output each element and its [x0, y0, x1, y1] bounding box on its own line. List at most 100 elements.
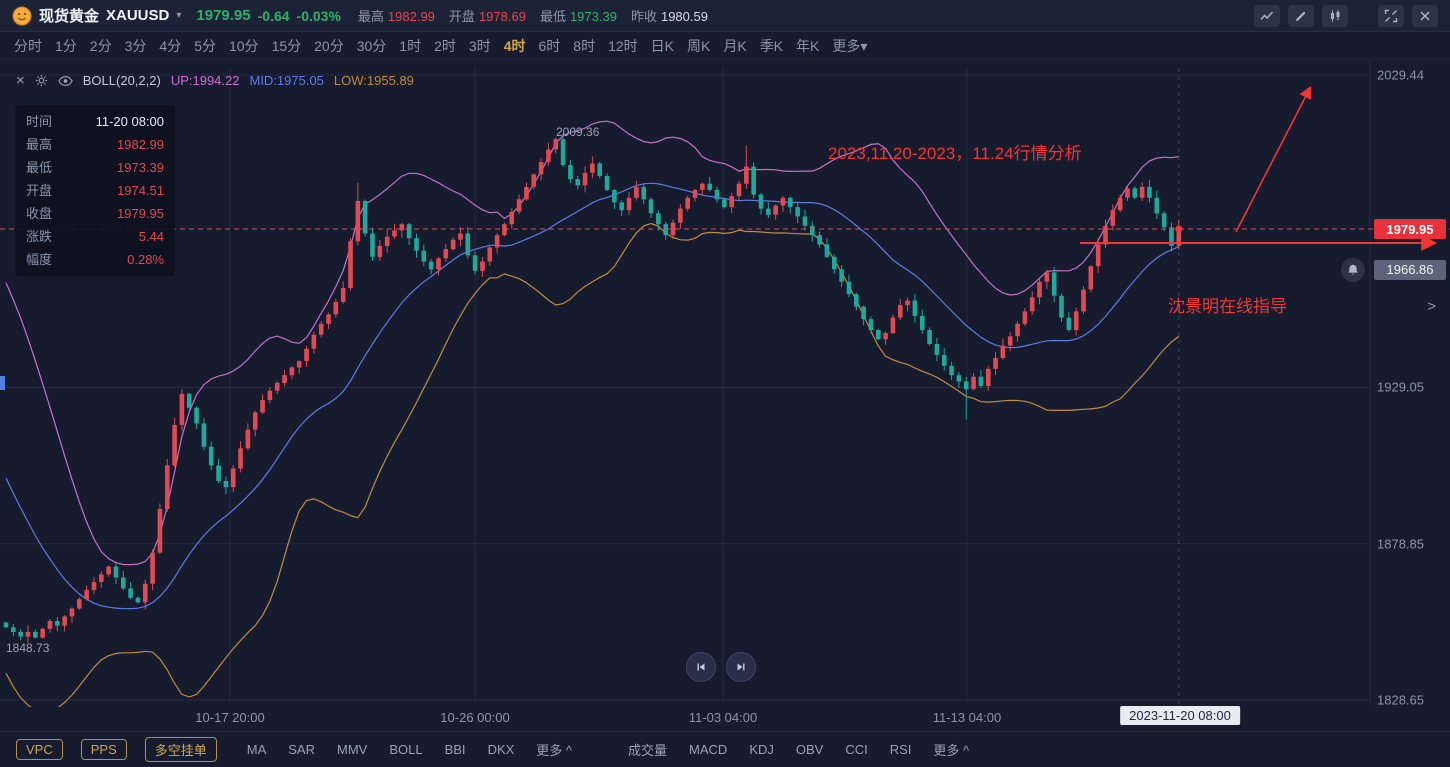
main-indicator-更多 ^[interactable]: 更多 ^ [536, 743, 573, 758]
indicator-settings-icon[interactable] [35, 74, 48, 87]
timeframe-30分[interactable]: 30分 [356, 37, 387, 54]
timeframe-5分[interactable]: 5分 [194, 37, 216, 54]
sub-indicator-MACD[interactable]: MACD [689, 742, 728, 757]
ohlc-label: 涨跌 [26, 229, 53, 244]
price-change-pct: -0.03% [296, 7, 341, 24]
draw-tool-icon[interactable] [1288, 4, 1314, 27]
timeframe-10分[interactable]: 10分 [228, 37, 259, 54]
timeframe-分时[interactable]: 分时 [14, 37, 42, 54]
ohlc-value: 5.44 [138, 229, 164, 244]
ohlc-value: 1974.51 [117, 183, 164, 198]
timeframe-8时[interactable]: 8时 [573, 37, 596, 54]
timeframe-月K[interactable]: 月K [723, 37, 747, 54]
stat-value: 1982.99 [387, 9, 435, 24]
ohlc-value: 11-20 08:00 [95, 114, 164, 129]
compare-chart-icon[interactable] [1254, 4, 1280, 27]
expand-panel-chevron-icon[interactable]: > [1427, 298, 1436, 315]
main-indicator-tabs: MA SAR MMV BOLL BBI DKX 更多 ^ [247, 740, 594, 759]
skip-back-button[interactable] [686, 652, 716, 682]
header-bar: 现货黄金 XAUUSD ▾ 1979.95 -0.64 -0.03% 最高 198… [0, 0, 1450, 32]
stat-label: 最高 [357, 9, 384, 24]
ohlc-label: 收盘 [26, 206, 53, 221]
x-axis-label: 11-13 04:00 [932, 710, 1002, 725]
sub-indicator-OBV[interactable]: OBV [795, 742, 824, 757]
ohlc-label: 幅度 [26, 252, 53, 267]
timeframe-3时[interactable]: 3时 [468, 37, 491, 54]
sub-indicator-KDJ[interactable]: KDJ [749, 742, 774, 757]
timeframe-6时[interactable]: 6时 [538, 37, 561, 54]
stat-label: 最低 [539, 9, 566, 24]
ohlc-value: 1979.95 [117, 206, 164, 221]
ohlc-value: 1973.39 [117, 160, 164, 175]
toolbar-button-多空挂单[interactable]: 多空挂单 [144, 737, 217, 762]
ohlc-label: 开盘 [26, 183, 53, 198]
main-indicator-SAR[interactable]: SAR [288, 742, 315, 757]
timeframe-日K[interactable]: 日K [650, 37, 674, 54]
timeframe-12时[interactable]: 12时 [608, 37, 638, 54]
indicator-visibility-icon[interactable] [57, 75, 73, 87]
ohlc-label: 时间 [26, 114, 53, 129]
header-stats: 最高 1982.99 开盘 1978.69 最低 1973.39 昨收 1980.59 [358, 6, 708, 25]
indicator-name: BOLL(20,2,2) [82, 73, 161, 88]
annotation-text: 沈景明在线指导 [1168, 297, 1287, 316]
fullscreen-icon[interactable] [1378, 4, 1404, 27]
main-indicator-MA[interactable]: MA [246, 742, 267, 757]
ohlc-panel: 时间 11-20 08:00 最高 1982.99 最低 1973.39 开盘 1974.51… [15, 105, 175, 276]
x-axis-label: 10-26 00:00 [440, 710, 510, 725]
main-indicator-BBI[interactable]: BBI [444, 742, 466, 757]
sub-indicator-更多 ^[interactable]: 更多 ^ [933, 743, 970, 758]
toolbar-button-VPC[interactable]: VPC [16, 739, 63, 760]
ohlc-row-涨跌: 涨跌 5.44 [26, 225, 164, 248]
timeframe-15分[interactable]: 15分 [271, 37, 302, 54]
sub-indicator-RSI[interactable]: RSI [889, 742, 912, 757]
scrollbar-handle[interactable] [0, 376, 5, 390]
timeframe-3分[interactable]: 3分 [124, 37, 147, 54]
symbol-name: 现货黄金 [39, 8, 100, 25]
y-axis-label: 2029.44 [1377, 67, 1424, 83]
annotation-text: 2023,11.20-2023，11.24行情分析 [828, 144, 1082, 163]
main-indicator-DKX[interactable]: DKX [487, 742, 515, 757]
header-stat-最低: 最低 1973.39 [540, 6, 617, 25]
main-indicator-MMV[interactable]: MMV [337, 742, 368, 757]
price-change: -0.64 [257, 7, 290, 24]
timeframe-年K[interactable]: 年K [796, 37, 820, 54]
timeframe-周K[interactable]: 周K [687, 37, 711, 54]
ohlc-value: 0.28% [127, 252, 164, 267]
gold-coin-icon [12, 6, 32, 26]
timeframe-更多▾[interactable]: 更多▾ [832, 37, 868, 54]
skip-forward-button[interactable] [726, 652, 756, 682]
bottom-toolbar: VPC PPS 多空挂单 MA SAR MMV BOLL BBI DKX 更多 ^ 成交量 MAC… [0, 731, 1450, 767]
kline-style-icon[interactable] [1322, 4, 1348, 27]
boll-low-value: LOW:1955.89 [333, 73, 414, 88]
stat-value: 1973.39 [569, 9, 617, 24]
timeframe-20分[interactable]: 20分 [314, 37, 344, 54]
timeframe-季K[interactable]: 季K [759, 37, 784, 54]
y-axis-label: 1878.85 [1377, 536, 1424, 552]
sub-indicator-CCI[interactable]: CCI [845, 742, 868, 757]
symbol-dropdown-caret-icon[interactable]: ▾ [176, 10, 182, 21]
timeframe-1时[interactable]: 1时 [399, 37, 422, 54]
close-icon[interactable] [1412, 4, 1438, 27]
stat-label: 开盘 [448, 9, 475, 24]
sub-indicator-成交量[interactable]: 成交量 [628, 743, 668, 758]
boll-mid-value: MID:1975.05 [249, 73, 324, 88]
timeframe-4分[interactable]: 4分 [159, 37, 182, 54]
header-icon-buttons [1254, 4, 1438, 27]
timeframe-4时[interactable]: 4时 [503, 37, 526, 54]
price-alert-bell-icon[interactable] [1341, 257, 1365, 282]
main-indicator-BOLL[interactable]: BOLL [389, 742, 423, 757]
timeframe-1分[interactable]: 1分 [55, 37, 77, 54]
x-axis-label: 11-03 04:00 [688, 710, 758, 725]
timeframe-2时[interactable]: 2时 [434, 37, 456, 54]
ohlc-row-收盘: 收盘 1979.95 [26, 202, 164, 225]
last-price: 1979.95 [196, 7, 251, 24]
stat-label: 昨收 [630, 9, 657, 24]
playback-controls [686, 652, 756, 682]
header-stat-开盘: 开盘 1978.69 [449, 6, 526, 25]
indicator-close-icon[interactable]: × [16, 72, 25, 89]
current-price-badge: 1979.95 [1374, 219, 1446, 240]
toolbar-button-PPS[interactable]: PPS [80, 739, 127, 760]
ohlc-label: 最高 [26, 137, 53, 152]
timeframe-2分[interactable]: 2分 [89, 37, 112, 54]
